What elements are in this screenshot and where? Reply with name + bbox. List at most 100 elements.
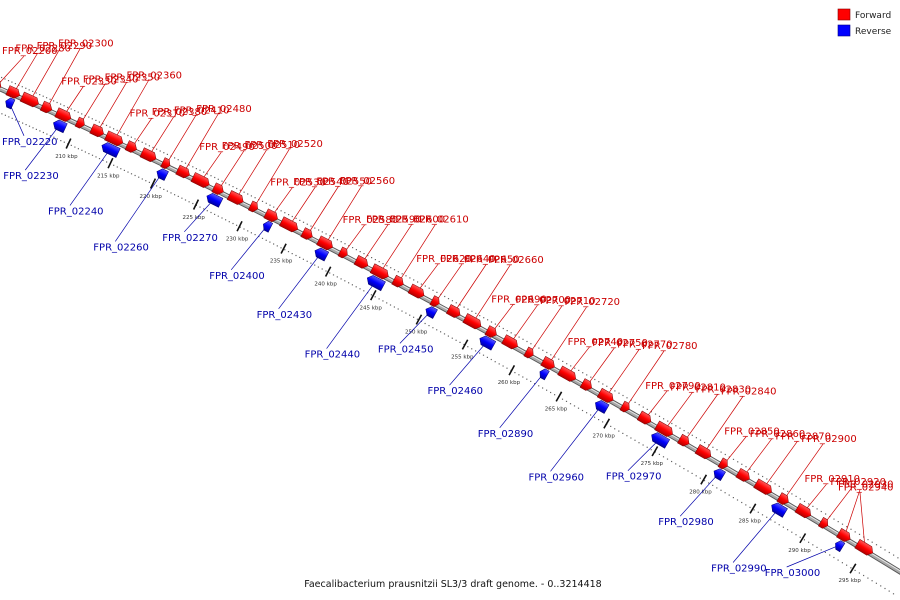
gene-label-fpr-02780: FPR_02780 bbox=[642, 341, 698, 352]
kbp-tick-label: 250 kbp bbox=[405, 330, 428, 336]
label-leader bbox=[30, 50, 59, 101]
forward-gene-fpr-02770 bbox=[596, 387, 614, 403]
label-leader bbox=[454, 264, 487, 313]
label-leader bbox=[763, 441, 798, 488]
gene-label-fpr-02900: FPR_02900 bbox=[801, 434, 857, 445]
legend: Forward Reverse bbox=[837, 8, 892, 37]
forward-gene-fpr-02870 bbox=[753, 478, 772, 495]
forward-gene-fpr-02530 bbox=[263, 208, 278, 223]
forward-gene-fpr-02910 bbox=[794, 502, 812, 519]
forward-gene-fpr-02830 bbox=[677, 433, 690, 447]
gene-label-fpr-02460: FPR_02460 bbox=[428, 386, 484, 397]
gene-label-fpr-02500: FPR_02500 bbox=[222, 141, 278, 152]
reverse-gene-fpr-02980 bbox=[713, 468, 726, 482]
reverse-gene-fpr-02240 bbox=[101, 142, 121, 158]
kbp-tick-label: 265 kbp bbox=[545, 407, 568, 413]
legend-label-reverse: Reverse bbox=[855, 27, 892, 37]
kbp-tick-mark bbox=[107, 157, 114, 169]
label-leader bbox=[361, 224, 389, 263]
kbp-tick-mark bbox=[461, 339, 469, 350]
gene-label-fpr-02710: FPR_02710 bbox=[540, 296, 596, 307]
kbp-tick-mark bbox=[65, 138, 72, 149]
reverse-gene-fpr-02230 bbox=[53, 119, 68, 134]
forward-gene-fpr-02700 bbox=[501, 334, 518, 350]
label-leader bbox=[380, 224, 412, 273]
label-leader bbox=[399, 311, 431, 344]
gene-label-fpr-02590: FPR_02590 bbox=[366, 215, 422, 226]
label-leader bbox=[69, 148, 111, 206]
gene-label-fpr-02600: FPR_02600 bbox=[390, 215, 446, 226]
kbp-tick-label: 240 kbp bbox=[314, 282, 337, 288]
gene-label-fpr-02870: FPR_02870 bbox=[775, 431, 831, 442]
gene-label-fpr-02980: FPR_02980 bbox=[658, 517, 714, 528]
kbp-tick-label: 255 kbp bbox=[451, 355, 474, 361]
forward-gene-fpr-02690 bbox=[484, 325, 497, 338]
label-leader-lines bbox=[0, 48, 866, 568]
label-leader bbox=[723, 436, 747, 465]
gene-label-fpr-02510: FPR_02510 bbox=[245, 140, 301, 151]
kbp-tick-label: 290 kbp bbox=[788, 548, 811, 554]
gene-label-fpr-02430: FPR_02430 bbox=[257, 310, 313, 321]
label-leader bbox=[548, 307, 587, 365]
genome-backbone bbox=[0, 86, 900, 575]
gene-label-fpr-02700: FPR_02700 bbox=[516, 295, 572, 306]
kbp-tick-label: 210 kbp bbox=[55, 154, 78, 160]
label-leader bbox=[645, 390, 668, 419]
gene-label-fpr-02790: FPR_02790 bbox=[645, 381, 701, 392]
kbp-tick-mark bbox=[192, 199, 200, 210]
gene-label-fpr-02960: FPR_02960 bbox=[529, 472, 585, 483]
label-leader bbox=[326, 281, 376, 349]
label-leader bbox=[183, 113, 219, 173]
label-leader bbox=[398, 224, 436, 283]
gene-label-fpr-02690: FPR_02690 bbox=[491, 294, 547, 305]
label-leader bbox=[491, 304, 514, 333]
kbp-tick-label: 260 kbp bbox=[498, 380, 521, 386]
gene-label-fpr-02370: FPR_02370 bbox=[130, 109, 186, 120]
kbp-tick-label: 235 kbp bbox=[270, 259, 293, 265]
kbp-tick-label: 270 kbp bbox=[593, 433, 616, 439]
forward-gene-fpr-02340 bbox=[74, 116, 85, 129]
label-leader bbox=[625, 350, 665, 408]
forward-gene-fpr-02520 bbox=[247, 200, 258, 213]
forward-dotted-track bbox=[1, 76, 899, 559]
kbp-tick-label: 215 kbp bbox=[97, 174, 120, 180]
gene-label-fpr-02560: FPR_02560 bbox=[340, 176, 396, 187]
label-leader bbox=[46, 48, 81, 108]
reverse-gene-fpr-02260 bbox=[156, 168, 169, 181]
label-leader bbox=[679, 473, 719, 517]
gene-label-fpr-02650: FPR_02650 bbox=[464, 255, 520, 266]
gene-label-fpr-02260: FPR_02260 bbox=[93, 242, 149, 253]
gene-label-fpr-02930: FPR_02930 bbox=[838, 480, 894, 491]
gene-label-fpr-02850: FPR_02850 bbox=[724, 427, 780, 438]
kbp-tick-mark bbox=[849, 563, 857, 574]
reverse-gene-fpr-02270 bbox=[206, 192, 224, 208]
reverse-gene-fpr-02460 bbox=[479, 335, 497, 351]
label-leader bbox=[131, 118, 152, 148]
label-leader bbox=[271, 187, 293, 217]
forward-gene-fpr-02600 bbox=[369, 263, 389, 280]
label-leader bbox=[115, 173, 162, 242]
reverse-gene-fpr-02450 bbox=[425, 306, 438, 319]
forward-gene-fpr-02360 bbox=[104, 130, 124, 147]
forward-gene-fpr-02510 bbox=[226, 190, 244, 205]
forward-gene-fpr-02560 bbox=[316, 235, 333, 251]
label-leader bbox=[97, 82, 127, 132]
label-leader bbox=[166, 115, 197, 165]
kbp-tick-mark bbox=[369, 290, 377, 301]
forward-gene-fpr-02860 bbox=[735, 467, 750, 482]
gene-label-fpr-02290: FPR_02290 bbox=[37, 41, 93, 52]
forward-gene-fpr-02840 bbox=[694, 444, 712, 460]
kbp-tick-mark bbox=[749, 503, 757, 514]
label-leader bbox=[472, 264, 511, 323]
label-leader bbox=[550, 405, 602, 472]
gene-label-fpr-02350: FPR_02350 bbox=[105, 72, 161, 83]
label-leader bbox=[586, 347, 615, 386]
forward-gene-fpr-02490 bbox=[190, 172, 210, 188]
reverse-gene-fpr-03000 bbox=[835, 540, 846, 553]
gene-label-fpr-02770: FPR_02770 bbox=[617, 340, 673, 351]
label-leader bbox=[684, 394, 718, 442]
legend-swatch-reverse bbox=[837, 24, 851, 37]
forward-gene-fpr-02710 bbox=[523, 346, 534, 359]
label-leader bbox=[184, 199, 215, 233]
